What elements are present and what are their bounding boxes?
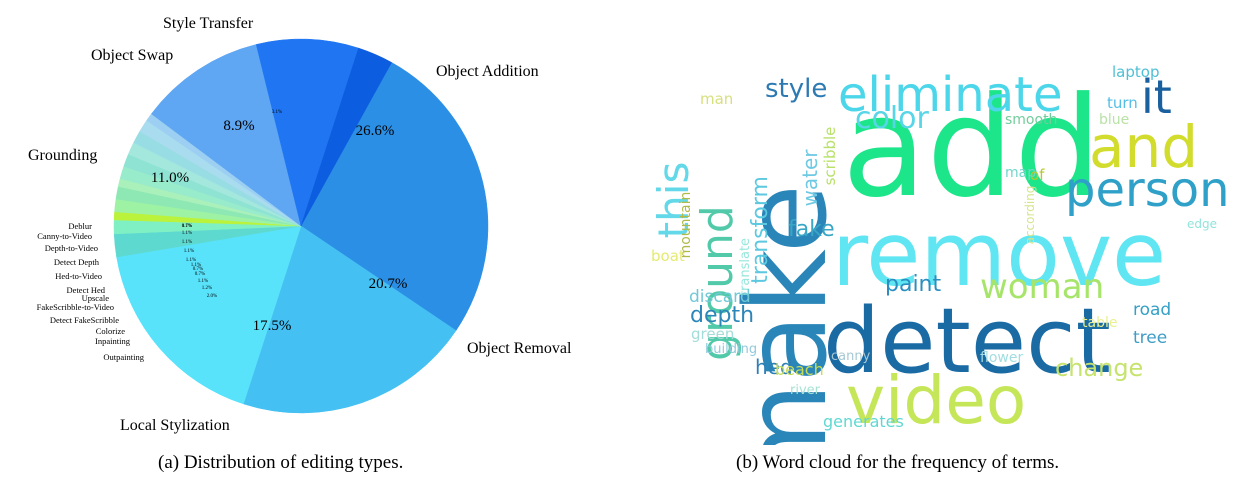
pie-label-depth-to-video: Depth-to-Video <box>45 243 98 253</box>
word-detect: detect <box>823 289 1111 394</box>
word-translate: translate <box>738 238 753 296</box>
pie-pct-canny-to-video: 1.1% <box>182 231 192 236</box>
pie-pct-fakescribble-to-video: 1.1% <box>198 279 208 284</box>
word-paint: paint <box>885 272 942 297</box>
pie-label-deblur: Deblur <box>68 221 92 231</box>
pie-label-outpainting: Outpainting <box>103 352 144 362</box>
pie-slice-style-transfer <box>300 47 392 227</box>
pie-pct-object-removal: 20.7% <box>369 276 408 292</box>
caption-distribution: (a) Distribution of editing types. <box>158 452 404 473</box>
word-remove: remove <box>832 203 1166 306</box>
word-color: color <box>855 101 930 136</box>
word-water: water <box>798 149 822 207</box>
pie-slice-grounding <box>151 44 302 227</box>
pie-label-style-transfer: Style Transfer <box>163 15 254 32</box>
word-depth: depth <box>690 303 754 328</box>
pie-pct-grounding: 11.0% <box>151 170 189 186</box>
word-beach: beach <box>775 360 824 379</box>
word-of: of <box>1030 166 1045 184</box>
pie-label-object-removal: Object Removal <box>467 340 572 357</box>
word-building: building <box>705 342 757 357</box>
word-generates: generates <box>823 412 904 431</box>
pie-slice-object-swap <box>255 38 359 227</box>
word-this: this <box>649 162 698 239</box>
pie-category-labels: Object Addition Object Removal Local Styli… <box>28 15 572 434</box>
pie-percent-labels: 26.6%20.7%17.5%2.0%1.2%0.7%1.1%1.1%0.7%1… <box>151 110 407 334</box>
pie-label-object-addition: Object Addition <box>436 63 539 80</box>
pie-pct-inpainting: 1.2% <box>202 286 212 291</box>
word-hed: hed <box>755 355 793 379</box>
word-blue: blue <box>1099 112 1129 128</box>
pie-label-grounding: Grounding <box>28 147 97 164</box>
word-according: according <box>1023 186 1037 245</box>
pie-pct-deblur: 0.7% <box>182 224 192 229</box>
pie-pct-upscale: 0.7% <box>193 267 203 272</box>
word-ground: ground <box>692 205 743 361</box>
caption-word-cloud: (b) Word cloud for the frequency of term… <box>736 452 1060 473</box>
word-mountain: mountain <box>678 192 694 259</box>
pie-pct-outpainting: 2.0% <box>207 294 217 299</box>
word-table: table <box>1082 315 1117 331</box>
word-river: river <box>790 383 821 398</box>
pie-pct-detect-depth: 1.1% <box>184 249 194 254</box>
pie-label-hed-to-video: Hed-to-Video <box>55 271 102 281</box>
word-add: add <box>842 67 1102 228</box>
pie-label-upscale: Upscale <box>82 293 110 303</box>
pie-slice-local-stylization <box>116 225 302 405</box>
word-eliminate: eliminate <box>838 67 1062 123</box>
pie-pct-object-swap: 8.9% <box>223 118 254 134</box>
pie-label-detect-hed: Detect Hed <box>67 285 106 295</box>
pie-pct-colorize: 0.7% <box>195 272 205 277</box>
pie-slice-object-removal <box>243 225 457 414</box>
pie-label-detect-fakescribble: Detect FakeScribble <box>50 315 119 325</box>
pie-pct-hed-to-video: 1.1% <box>186 258 196 263</box>
pie-label-object-swap: Object Swap <box>91 47 173 64</box>
pie-label-detect-depth: Detect Depth <box>54 257 100 267</box>
pie-slices <box>113 38 489 414</box>
word-canny: canny <box>831 349 871 364</box>
word-turn: turn <box>1107 94 1138 112</box>
word-flower: flower <box>980 350 1023 366</box>
pie-pct-depth-to-video: 1.1% <box>182 240 192 245</box>
pie-label-local-stylization: Local Stylization <box>120 417 230 434</box>
word-fake: fake <box>788 217 835 242</box>
word-person: person <box>1065 162 1230 218</box>
word-tree: tree <box>1133 328 1167 348</box>
pie-slice-object-addition <box>300 62 489 331</box>
word-green: green <box>691 325 734 343</box>
word-woman: woman <box>980 267 1104 307</box>
word-style: style <box>765 74 827 104</box>
word-and: and <box>1089 113 1198 181</box>
word-discard: discard <box>689 287 751 307</box>
pie-pct-local-stylization: 17.5% <box>253 318 292 334</box>
pie-label-fakescribble-to-video: FakeScribble-to-Video <box>37 302 114 312</box>
word-video: video <box>846 362 1026 439</box>
pie-label-canny-to-video: Canny-to-Video <box>37 231 92 241</box>
word-it: it <box>1141 70 1172 124</box>
word-transform: transform <box>748 176 773 284</box>
word-man: man <box>700 90 733 108</box>
pie-pct-object-addition: 26.6% <box>356 123 395 139</box>
pie-chart: 26.6%20.7%17.5%2.0%1.2%0.7%1.1%1.1%0.7%1… <box>28 15 572 434</box>
pie-pct-detect-fakescribble: 1.1% <box>182 224 192 229</box>
word-boat: boat <box>651 247 685 265</box>
pie-label-colorize: Colorize <box>96 326 125 336</box>
word-make: make <box>722 184 852 445</box>
pie-pct-style-transfer: 3.1% <box>272 110 282 115</box>
word-map: map <box>1005 165 1036 181</box>
word-smooth: smooth <box>1005 112 1057 128</box>
word-edge: edge <box>1187 217 1217 231</box>
pie-label-inpainting: Inpainting <box>95 336 131 346</box>
word-road: road <box>1133 300 1171 320</box>
pie-pct-detect-hed: 1.1% <box>191 263 201 268</box>
word-scribble: scribble <box>821 127 839 186</box>
word-change: change <box>1055 354 1143 382</box>
word-laptop: laptop <box>1112 63 1159 81</box>
